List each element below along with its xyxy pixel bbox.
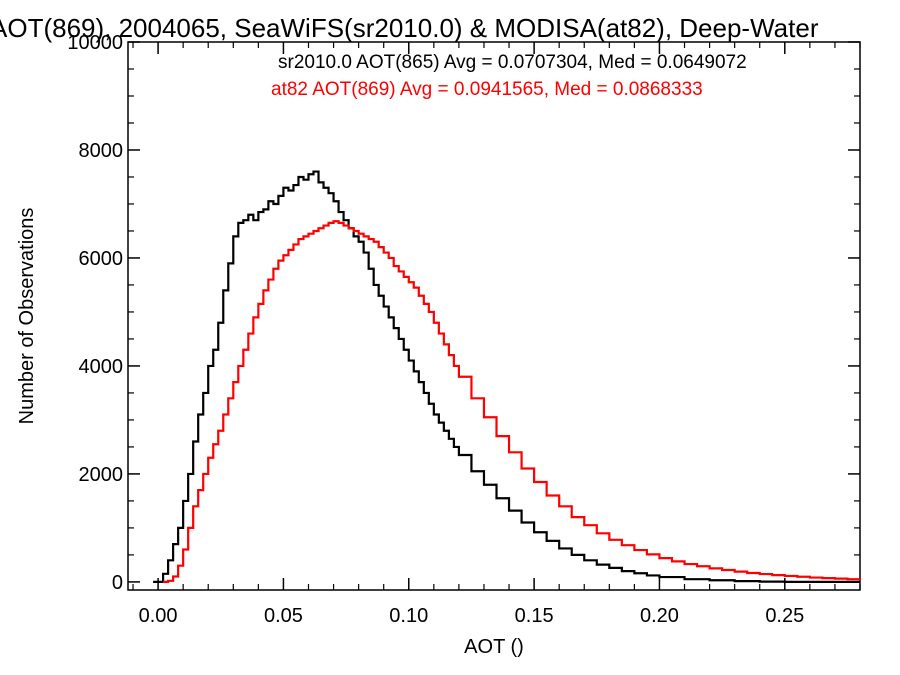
plot-area-frame xyxy=(127,41,861,591)
x-tick-label: 0.10 xyxy=(389,605,428,627)
series-layer xyxy=(153,170,862,583)
y-tick-label: 10000 xyxy=(67,32,123,54)
x-tick-label: 0.05 xyxy=(264,605,303,627)
x-tick-label: 0.25 xyxy=(765,605,804,627)
x-axis: 0.00 0.05 0.10 0.15 0.20 0.25 xyxy=(132,42,861,627)
y-axis-title: Number of Observations xyxy=(16,208,38,425)
legend-entry-sr2010: sr2010.0 AOT(865) Avg = 0.0707304, Med =… xyxy=(278,52,747,73)
series-at82-line xyxy=(163,220,862,583)
y-tick-label: 4000 xyxy=(79,356,124,378)
x-tick-label: 0.15 xyxy=(515,605,554,627)
x-axis-title: AOT () xyxy=(464,636,524,658)
series-sr2010-line xyxy=(153,170,860,583)
y-tick-label: 0 xyxy=(112,572,123,594)
y-axis: 0 2000 4000 6000 8000 10000 xyxy=(67,32,860,594)
x-tick-label: 0.20 xyxy=(640,605,679,627)
x-tick-label: 0.00 xyxy=(139,605,178,627)
y-tick-label: 6000 xyxy=(79,248,124,270)
y-tick-label: 8000 xyxy=(79,140,124,162)
legend-entry-at82: at82 AOT(869) Avg = 0.0941565, Med = 0.0… xyxy=(271,79,703,100)
chart-title: AOT(869), 2004065, SeaWiFS(sr2010.0) & M… xyxy=(0,13,819,43)
y-tick-label: 2000 xyxy=(79,464,124,486)
